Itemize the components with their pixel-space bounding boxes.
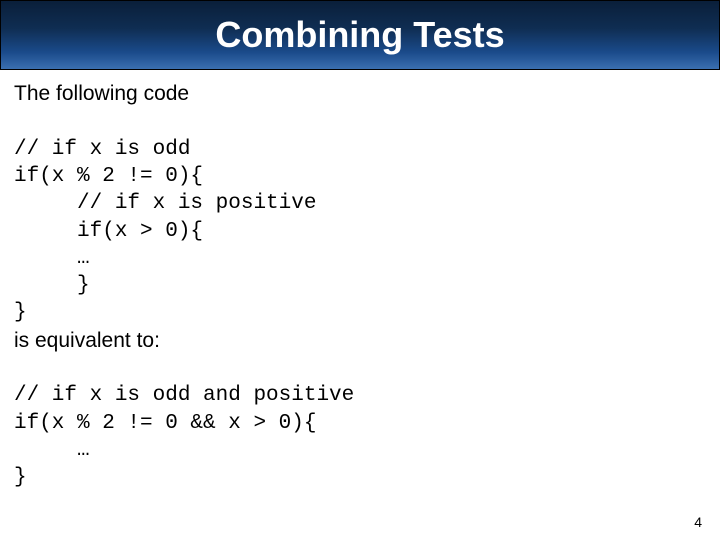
code-line: // if x is positive [14,192,316,215]
code-block-2: // if x is odd and positive if(x % 2 != … [14,355,706,491]
code-line: } [14,301,27,324]
code-line: … [14,247,90,270]
code-line: if(x > 0){ [14,220,203,243]
slide-title: Combining Tests [215,14,504,56]
code-line: if(x % 2 != 0){ [14,165,203,188]
intro-text: The following code [14,80,706,108]
code-line: // if x is odd and positive [14,384,354,407]
slide: Combining Tests The following code // if… [0,0,720,540]
code-line: } [14,466,27,489]
code-block-1: // if x is odd if(x % 2 != 0){ // if x i… [14,108,706,326]
content-area: The following code // if x is odd if(x %… [0,70,720,492]
code-line: // if x is odd [14,138,190,161]
page-number: 4 [694,514,702,530]
title-bar: Combining Tests [0,0,720,70]
code-line: if(x % 2 != 0 && x > 0){ [14,412,316,435]
code-line: } [14,274,90,297]
mid-text: is equivalent to: [14,327,706,355]
code-line: … [14,439,90,462]
